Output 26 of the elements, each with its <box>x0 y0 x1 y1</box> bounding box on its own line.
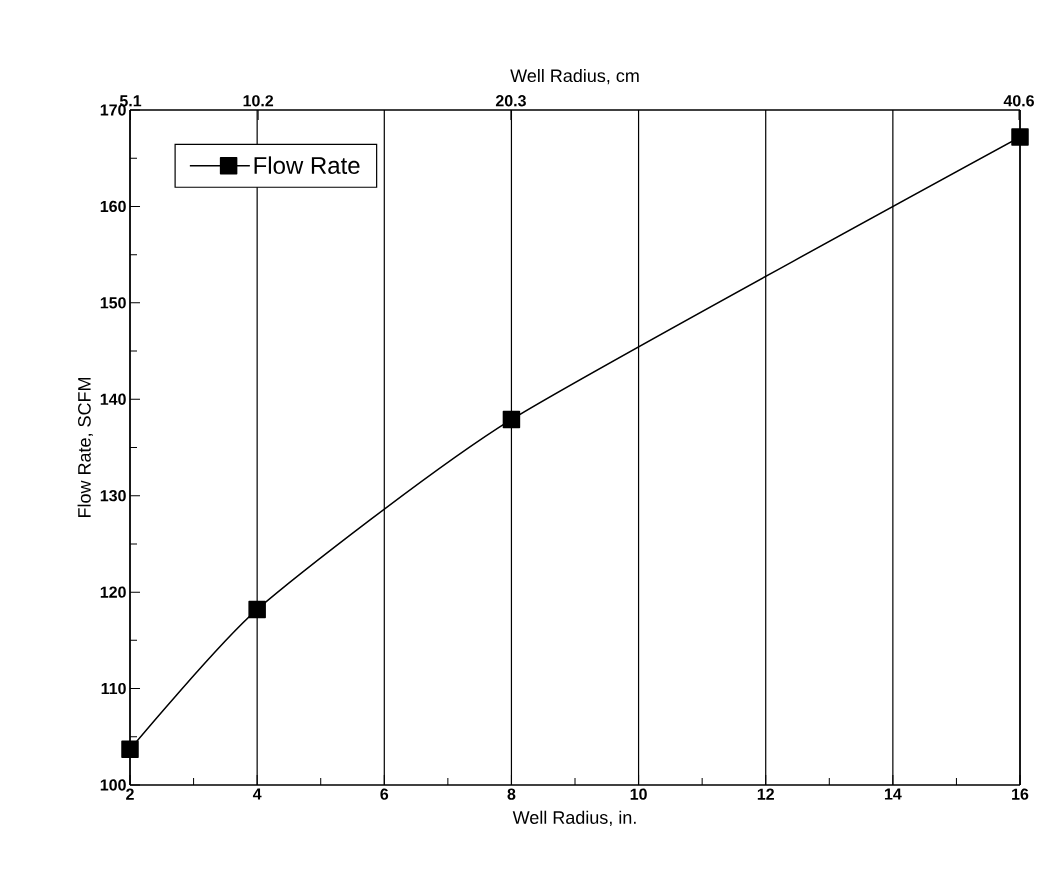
x-tick-label: 8 <box>507 788 516 800</box>
y-tick-label: 120 <box>100 586 126 598</box>
y-tick-label: 140 <box>100 393 126 405</box>
x-tick-label: 10 <box>630 788 647 800</box>
y-tick-label: 160 <box>100 200 126 213</box>
x-tick-label: 2 <box>126 788 134 800</box>
x-tick-label: 14 <box>884 788 902 800</box>
x2-tick-label: 10.2 <box>243 95 274 107</box>
y-axis-title: Flow Rate, SCFM <box>77 377 93 518</box>
x-tick-label: 4 <box>252 788 262 800</box>
y-tick-label: 130 <box>100 490 126 502</box>
x2-axis-title: Well Radius, cm <box>510 68 639 85</box>
point <box>502 410 521 429</box>
x-tick-label: 12 <box>757 788 774 800</box>
legend-label: Flow Rate <box>254 156 360 174</box>
point <box>121 740 139 759</box>
y-tick-label: 110 <box>101 682 126 695</box>
y-tick-label: 100 <box>100 779 126 791</box>
point <box>248 600 266 619</box>
x-tick-label: 16 <box>1012 788 1029 800</box>
x2-tick-label: 20.3 <box>495 95 526 107</box>
x2-tick-label: 40.6 <box>1003 95 1034 107</box>
point <box>1011 128 1029 146</box>
y-tick-label: 150 <box>100 297 126 309</box>
x-axis-title: Well Radius, in. <box>512 810 636 827</box>
x-tick-label: 6 <box>380 788 389 800</box>
